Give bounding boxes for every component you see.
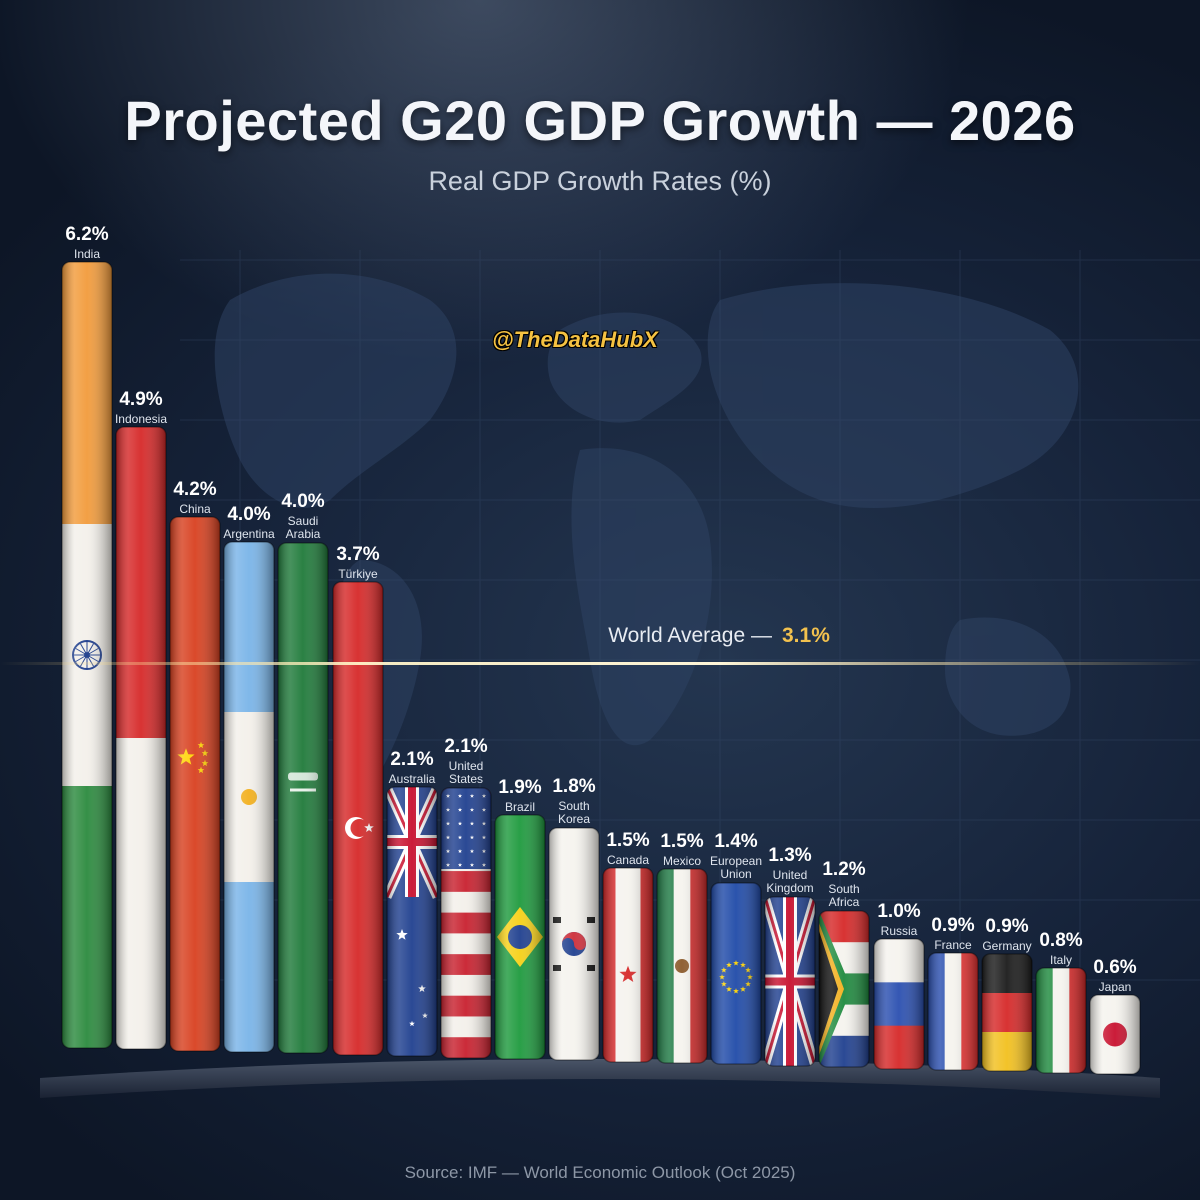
bar-south-africa <box>819 911 869 1067</box>
bar-russia <box>874 939 924 1069</box>
bar-australia <box>387 787 437 1056</box>
bar-outline <box>1089 994 1141 1075</box>
category-label-brazil: Brazil <box>505 800 535 814</box>
category-label-france: France <box>934 938 972 952</box>
bar-outline <box>386 786 438 1057</box>
bar-indonesia <box>116 427 166 1049</box>
bar-saudi-arabia <box>278 543 328 1053</box>
category-label-t-rkiye: Türkiye <box>338 567 378 581</box>
bar-platform <box>40 1059 1160 1098</box>
category-label-south-africa: South Africa <box>828 882 859 909</box>
bar-outline <box>277 542 329 1054</box>
value-label-mexico: 1.5% <box>660 831 703 852</box>
value-label-south-africa: 1.2% <box>822 859 865 880</box>
value-label-japan: 0.6% <box>1093 957 1136 978</box>
value-label-south-korea: 1.8% <box>552 776 595 797</box>
value-label-european-union: 1.4% <box>714 831 757 852</box>
world-map-background <box>214 273 1079 800</box>
value-label-argentina: 4.0% <box>227 504 270 525</box>
bar-canada <box>603 868 653 1062</box>
bar-france <box>928 953 978 1070</box>
category-label-india: India <box>74 247 100 261</box>
bar-outline <box>764 896 816 1067</box>
bar-outline <box>61 261 113 1049</box>
value-label-russia: 1.0% <box>877 901 920 922</box>
world-average-line: World Average — 3.1% <box>0 624 1200 665</box>
value-label-t-rkiye: 3.7% <box>336 544 379 565</box>
value-label-india: 6.2% <box>65 224 108 245</box>
bar-outline <box>981 953 1033 1072</box>
bar-italy <box>1036 968 1086 1073</box>
bar-outline <box>115 426 167 1050</box>
value-label-united-states: 2.1% <box>444 736 487 757</box>
value-label-saudi-arabia: 4.0% <box>281 491 324 512</box>
bar-outline <box>1035 967 1087 1074</box>
category-label-canada: Canada <box>607 853 649 867</box>
value-label-indonesia: 4.9% <box>119 389 162 410</box>
category-label-china: China <box>179 502 211 516</box>
category-label-germany: Germany <box>982 939 1031 953</box>
category-label-united-states: United States <box>449 759 484 786</box>
category-label-european-union: European Union <box>710 854 762 881</box>
category-label-russia: Russia <box>881 924 918 938</box>
bar-india <box>62 262 112 1048</box>
bar-outline <box>710 882 762 1065</box>
value-label-france: 0.9% <box>931 915 974 936</box>
category-label-indonesia: Indonesia <box>115 412 167 426</box>
category-label-italy: Italy <box>1050 953 1072 967</box>
watermark-handle: @TheDataHubX <box>492 327 658 352</box>
bar-outline <box>548 827 600 1061</box>
bar-t-rkiye <box>333 582 383 1055</box>
bar-outline <box>927 952 979 1071</box>
bar-outline <box>332 581 384 1056</box>
bar-germany <box>982 954 1032 1071</box>
chart-title: Projected G20 GDP Growth — 2026 <box>124 89 1076 152</box>
chart-subtitle: Real GDP Growth Rates (%) <box>428 166 772 196</box>
value-label-australia: 2.1% <box>390 749 433 770</box>
bar-outline <box>873 938 925 1070</box>
bar-mexico <box>657 869 707 1063</box>
value-label-germany: 0.9% <box>985 916 1028 937</box>
labels-group: 6.2% India 4.9% Indonesia 4.2% China 4.0% Argen… <box>65 224 1136 994</box>
value-label-united-kingdom: 1.3% <box>768 845 811 866</box>
bar-outline <box>656 868 708 1064</box>
value-label-italy: 0.8% <box>1039 930 1082 951</box>
category-label-south-korea: South Korea <box>558 799 590 826</box>
category-label-argentina: Argentina <box>223 527 275 541</box>
bar-outline <box>602 867 654 1063</box>
bar-south-korea <box>549 828 599 1060</box>
bar-outline <box>494 814 546 1060</box>
value-label-brazil: 1.9% <box>498 777 541 798</box>
category-label-united-kingdom: United Kingdom <box>766 868 813 895</box>
bar-argentina <box>224 542 274 1052</box>
bar-united-kingdom <box>765 897 815 1066</box>
bar-outline <box>440 787 492 1059</box>
bar-outline <box>818 910 870 1068</box>
value-label-canada: 1.5% <box>606 830 649 851</box>
source-note: Source: IMF — World Economic Outlook (Oc… <box>404 1163 796 1182</box>
category-label-saudi-arabia: Saudi Arabia <box>286 514 321 541</box>
category-label-australia: Australia <box>389 772 436 786</box>
world-average-value: 3.1% <box>782 624 830 647</box>
bar-outline <box>169 516 221 1052</box>
category-label-mexico: Mexico <box>663 854 701 868</box>
value-label-china: 4.2% <box>173 479 216 500</box>
bar-european-union <box>711 883 761 1064</box>
world-average-label: World Average — <box>608 624 772 647</box>
bar-united-states <box>441 788 491 1058</box>
bar-japan <box>1090 995 1140 1074</box>
bar-outline <box>223 541 275 1053</box>
bars-group <box>61 261 1141 1075</box>
category-label-japan: Japan <box>1099 980 1132 994</box>
bar-brazil <box>495 815 545 1059</box>
bar-china <box>170 517 220 1051</box>
